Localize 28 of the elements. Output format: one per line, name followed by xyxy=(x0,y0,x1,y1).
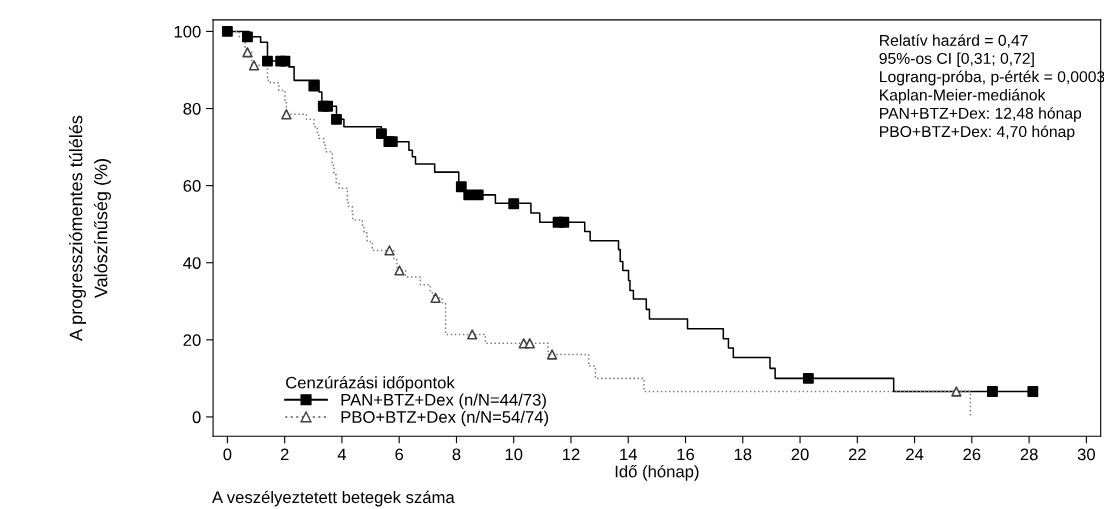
x-tick-label: 2 xyxy=(280,448,289,461)
x-tick-label: 6 xyxy=(395,448,404,461)
x-axis-title: Idő (hónap) xyxy=(615,464,699,481)
y-tick-label: 100 xyxy=(174,25,201,38)
x-tick-label: 26 xyxy=(963,448,981,461)
x-tick-label: 16 xyxy=(677,448,695,461)
x-tick-label: 14 xyxy=(620,448,638,461)
y-tick-label: 20 xyxy=(183,334,201,347)
y-tick-label: 80 xyxy=(183,102,201,115)
legend-label: PAN+BTZ+Dex (n/N=44/73) xyxy=(341,393,546,409)
x-tick-label: 20 xyxy=(791,448,809,461)
x-tick-label: 18 xyxy=(734,448,752,461)
x-tick-label: 30 xyxy=(1077,448,1095,461)
y-tick-label: 40 xyxy=(183,257,201,269)
x-tick-label: 0 xyxy=(223,448,232,461)
text: A veszélyeztetett betegek száma xyxy=(212,490,455,507)
legend-label: PBO+BTZ+Dex (n/N=54/74) xyxy=(341,410,549,427)
y-tick-label: 0 xyxy=(192,411,201,424)
x-tick-label: 24 xyxy=(906,448,924,461)
y-tick-label: 60 xyxy=(183,180,201,192)
x-tick-label: 12 xyxy=(562,448,580,461)
x-tick-label: 8 xyxy=(452,448,461,461)
x-tick-label: 22 xyxy=(848,448,866,461)
y-axis-title: A progressziómentes túlélés Valószínűség (%) xyxy=(68,115,111,341)
x-tick-label: 4 xyxy=(337,448,347,461)
x-tick-label: 28 xyxy=(1020,448,1038,461)
x-tick-label: 10 xyxy=(505,448,523,461)
legend-title: Cenzúrázási időpontok xyxy=(286,376,455,392)
